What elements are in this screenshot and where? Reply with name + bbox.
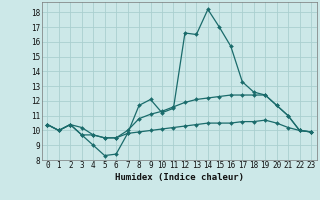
X-axis label: Humidex (Indice chaleur): Humidex (Indice chaleur) [115,173,244,182]
